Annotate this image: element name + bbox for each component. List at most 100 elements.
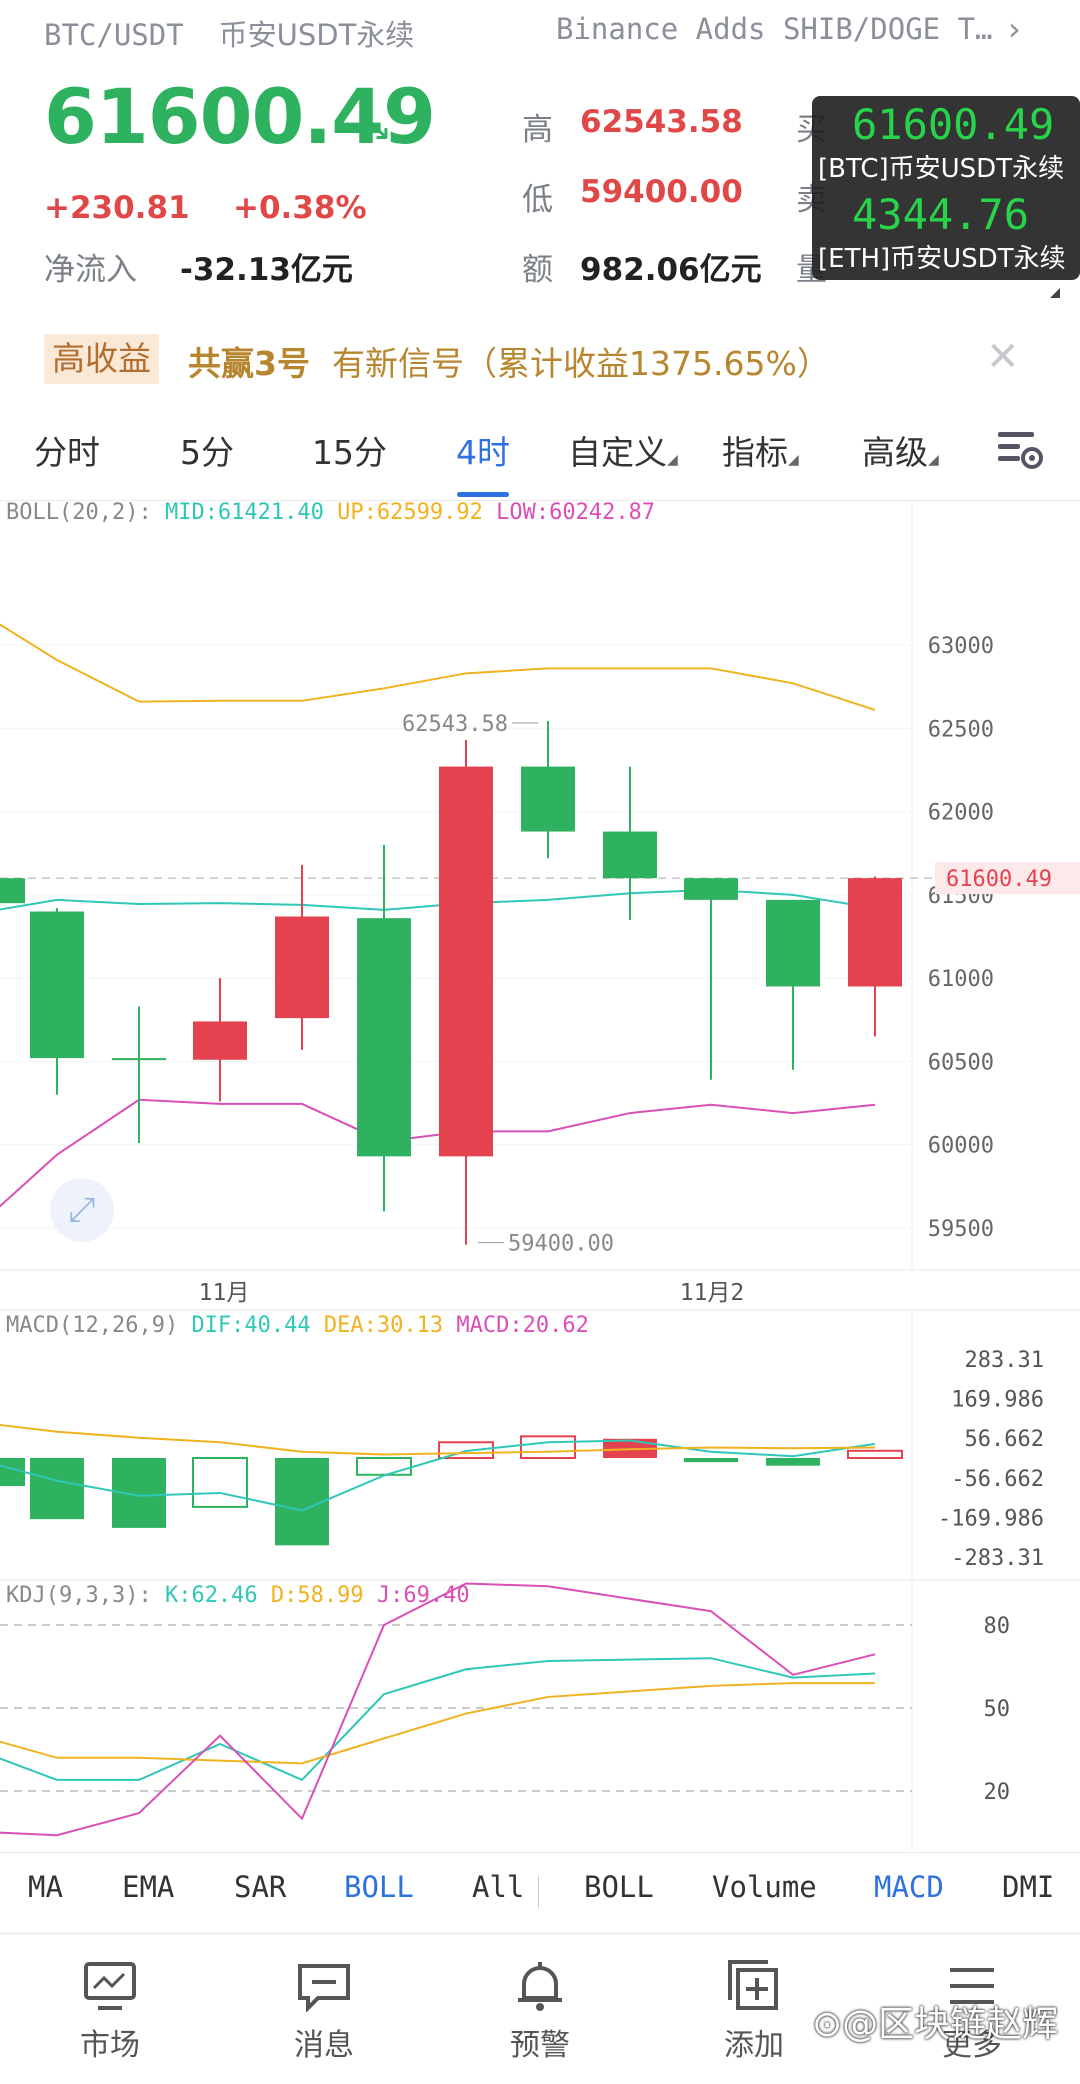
macd-bar <box>684 1458 738 1463</box>
tab-boll-sub[interactable]: BOLL <box>584 1870 654 1904</box>
y-tick-label: 283.31 <box>965 1348 1044 1373</box>
pair-title[interactable]: BTC/USDT 币安USDT永续 <box>44 12 414 54</box>
y-tick-label: -169.986 <box>938 1506 1044 1531</box>
y-tick-label: 63000 <box>928 634 994 659</box>
pair-symbol: BTC/USDT <box>44 18 184 52</box>
macd-dea-line <box>0 1424 876 1456</box>
tab-4h[interactable]: 4时 <box>456 433 510 472</box>
tab-custom[interactable]: 自定义◢ <box>568 426 678 474</box>
price-change-percent: +0.38% <box>233 190 367 226</box>
y-tick-label: 61500 <box>928 884 994 909</box>
y-tick-label: 61000 <box>928 967 994 992</box>
y-tick-label: 60500 <box>928 1050 994 1075</box>
macd-bar <box>766 1458 820 1466</box>
macd-dea: DEA:30.13 <box>323 1313 444 1338</box>
macd-bar <box>603 1438 657 1458</box>
tab-boll-main[interactable]: BOLL <box>344 1870 414 1904</box>
y-tick-label: 59500 <box>928 1217 994 1242</box>
macd-value: MACD:20.62 <box>456 1313 589 1338</box>
nav-market-label: 市场 <box>80 2028 140 2063</box>
candle-body <box>766 899 820 987</box>
tab-ma[interactable]: MA <box>28 1870 63 1904</box>
kdj-d-line <box>0 1682 876 1765</box>
net-inflow-label: 净流入 <box>44 252 137 288</box>
tab-time-sharing[interactable]: 分时 <box>34 433 100 472</box>
amount-value: 982.06亿元 <box>580 252 762 288</box>
boll-params: BOLL(20,2): <box>6 500 152 525</box>
tab-ema[interactable]: EMA <box>122 1870 175 1904</box>
kdj-d: D:58.99 <box>270 1583 364 1608</box>
y-tick-label: 50 <box>984 1697 1011 1722</box>
y-tick-label: 62000 <box>928 801 994 826</box>
tab-indicators[interactable]: 指标◢ <box>722 426 799 474</box>
candle-body <box>193 1021 247 1060</box>
chevron-right-icon[interactable]: › <box>1008 10 1021 48</box>
kdj-j-line <box>0 1582 876 1837</box>
macd-bar <box>192 1457 248 1508</box>
signal-name: 共赢3号 <box>188 344 310 383</box>
candle-body <box>275 916 329 1019</box>
news-ticker[interactable]: Binance Adds SHIB/DOGE T… <box>556 12 993 46</box>
boll-up-line <box>0 623 876 711</box>
nav-alerts[interactable]: 预警 <box>490 1960 590 2064</box>
monitor-chart-icon <box>84 1962 136 2010</box>
candle-body <box>521 766 575 832</box>
last-price: 61600.49 <box>44 72 436 161</box>
kdj-params: KDJ(9,3,3): <box>6 1583 152 1608</box>
nav-add[interactable]: 添加 <box>704 1960 804 2064</box>
macd-bar <box>30 1458 84 1520</box>
nav-alerts-label: 预警 <box>510 2028 570 2063</box>
resize-handle-icon[interactable] <box>1050 288 1060 298</box>
tab-all[interactable]: All <box>472 1870 525 1904</box>
y-tick-label: 80 <box>984 1614 1011 1639</box>
close-icon[interactable]: ✕ <box>986 334 1020 380</box>
low-value: 59400.00 <box>580 174 743 210</box>
macd-bar <box>0 1458 25 1486</box>
boll-mid: MID:61421.40 <box>164 500 324 525</box>
dropdown-triangle-icon: ◢ <box>788 452 799 468</box>
boll-legend: BOLL(20,2): MID:61421.40 UP:62599.92 LOW… <box>6 500 655 525</box>
high-label: 高 <box>522 112 553 148</box>
candle-body <box>439 766 493 1157</box>
tab-15m[interactable]: 15分 <box>312 433 387 472</box>
net-inflow-value: -32.13亿元 <box>180 252 353 288</box>
floating-price-window[interactable]: 61600.49 [BTC]币安USDT永续 4344.76 [ETH]币安US… <box>812 96 1080 280</box>
macd-bar <box>275 1458 329 1546</box>
high-marker-label: 62543.58 <box>402 712 508 737</box>
dropdown-triangle-icon: ◢ <box>928 452 939 468</box>
macd-params: MACD(12,26,9) <box>6 1313 179 1338</box>
more-icon <box>950 1968 994 2004</box>
macd-bar <box>847 1449 903 1460</box>
signal-text: 有新信号（累计收益1375.65%） <box>332 344 830 383</box>
y-tick-label: -56.662 <box>951 1467 1044 1492</box>
chart-settings-icon[interactable] <box>996 428 1048 472</box>
overlay-eth-price: 4344.76 <box>852 190 1030 239</box>
nav-messages-label: 消息 <box>294 2028 354 2063</box>
nav-messages[interactable]: 消息 <box>274 1960 374 2064</box>
y-tick-label: 62500 <box>928 717 994 742</box>
tab-macd[interactable]: MACD <box>874 1870 944 1904</box>
tab-custom-label: 自定义 <box>568 433 667 472</box>
last-price-tag <box>935 862 1080 895</box>
nav-market[interactable]: 市场 <box>60 1960 160 2064</box>
boll-low-line <box>0 1098 876 1208</box>
bell-icon <box>518 1962 562 2011</box>
expand-icon[interactable]: ⤢ <box>50 1178 114 1242</box>
overlay-btc-price: 61600.49 <box>852 100 1055 149</box>
candle-body <box>603 831 657 879</box>
tab-dmi[interactable]: DMI <box>1002 1870 1055 1904</box>
pair-market: 币安USDT永续 <box>218 18 415 52</box>
candle-body <box>0 878 25 904</box>
high-value: 62543.58 <box>580 104 743 140</box>
amount-label: 额 <box>522 252 553 288</box>
tab-5m[interactable]: 5分 <box>180 433 234 472</box>
macd-legend: MACD(12,26,9) DIF:40.44 DEA:30.13 MACD:2… <box>6 1313 589 1338</box>
kdj-legend: KDJ(9,3,3): K:62.46 D:58.99 J:69.40 <box>6 1583 470 1608</box>
nav-more[interactable]: 更多 <box>922 1960 1022 2064</box>
tab-advanced[interactable]: 高级◢ <box>862 426 939 474</box>
tab-sar[interactable]: SAR <box>234 1870 287 1904</box>
tab-volume[interactable]: Volume <box>712 1870 817 1904</box>
y-tick-label: 20 <box>984 1780 1011 1805</box>
y-tick-label: 169.986 <box>951 1388 1044 1413</box>
